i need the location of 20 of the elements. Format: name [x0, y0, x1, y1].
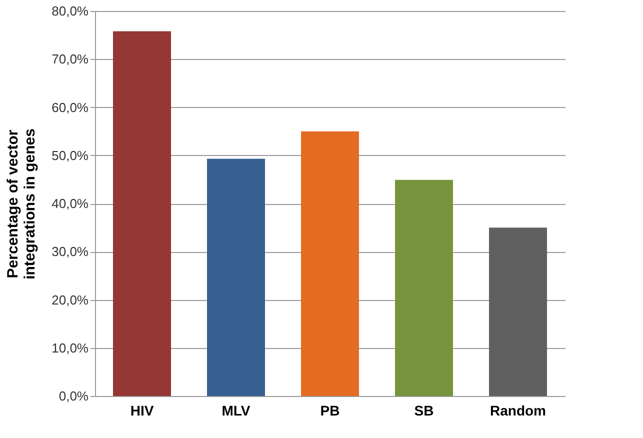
x-tick-label: HIV [130, 402, 154, 418]
bar [207, 158, 265, 396]
bar [489, 228, 547, 396]
bar [113, 31, 171, 396]
bar [301, 131, 359, 396]
y-tick-label: 0,0% [58, 388, 89, 404]
y-tick-label: 80,0% [52, 4, 89, 18]
y-tick-label: 20,0% [52, 292, 89, 308]
x-tick-label: MLV [222, 402, 251, 418]
y-tick-label: 10,0% [52, 340, 89, 356]
y-axis-title: Percentage of vector integrations in genes [4, 128, 39, 280]
y-tick-label: 40,0% [52, 196, 89, 211]
x-tick-label: SB [414, 402, 434, 418]
bar [395, 180, 453, 396]
x-tick-label: PB [320, 402, 340, 418]
y-tick-label: 60,0% [52, 100, 89, 115]
y-tick-label: 30,0% [52, 244, 89, 260]
x-tick-label: Random [490, 402, 546, 418]
y-tick-label: 50,0% [52, 148, 89, 163]
y-tick-label: 70,0% [52, 52, 89, 67]
